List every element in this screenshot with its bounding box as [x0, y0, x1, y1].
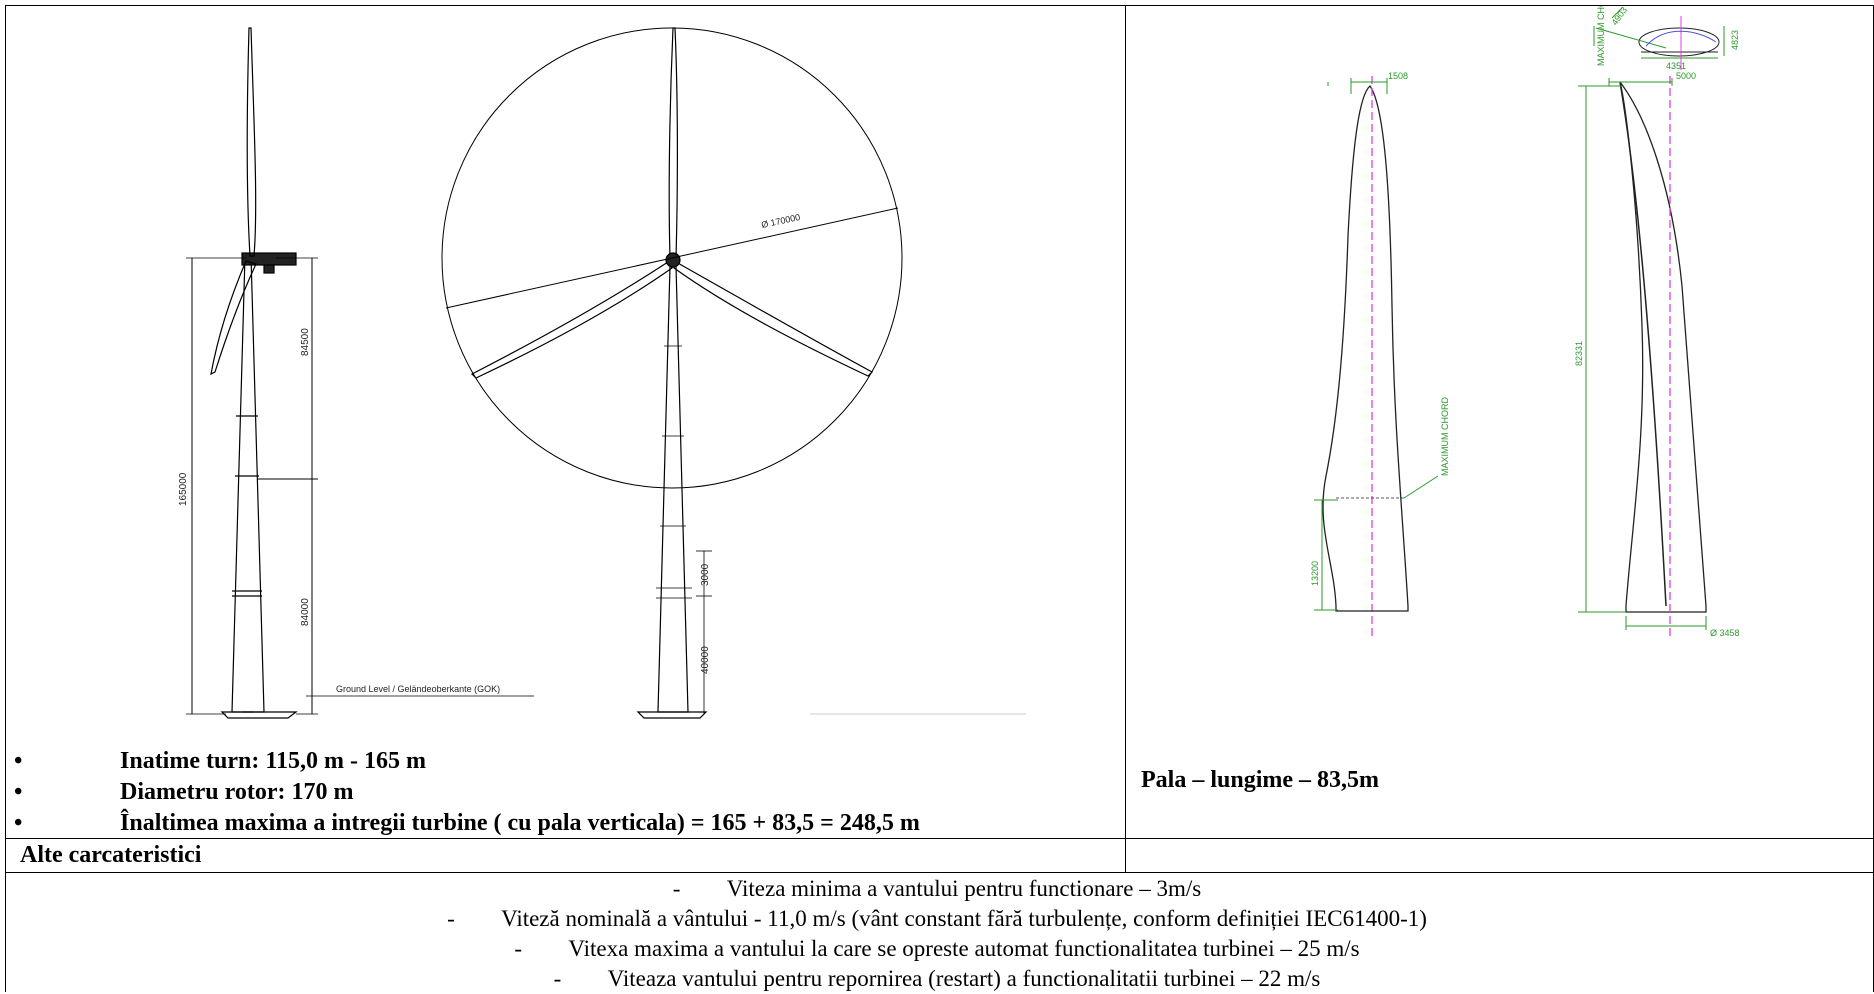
specs-list: - Viteza minima a vantului pentru functio…	[0, 874, 1874, 994]
dim-13200: 13200	[1310, 561, 1320, 586]
bullet-symbol: •	[14, 810, 23, 836]
profile-chord-label: MAXIMUM CHORD	[1596, 6, 1606, 66]
bullet-item: • Inatime turn: 115,0 m - 165 m	[14, 746, 920, 777]
dim-165000: 165000	[178, 472, 189, 506]
dim-84000: 84000	[300, 598, 311, 626]
turbine-bullets: • Inatime turn: 115,0 m - 165 m • Diametru…	[14, 746, 920, 839]
dim-3458: Ø 3458	[1710, 628, 1740, 638]
tower-drawing: 165000 84500 84000 Ground Level / Geländ…	[178, 27, 1026, 719]
dim-82331: 82331	[1574, 341, 1584, 366]
dash-symbol: -	[672, 876, 681, 901]
spec-min-wind: Viteza minima a vantului pentru function…	[726, 876, 1202, 901]
dash-symbol: -	[553, 966, 562, 991]
spec-item: - Viteza minima a vantului pentru functio…	[0, 874, 1874, 904]
spec-restart-wind: Viteaza vantului pentru repornirea (rest…	[607, 966, 1321, 991]
dim-3000: 3000	[700, 563, 711, 586]
blade-length-caption: Pala – lungime – 83,5m	[1141, 767, 1379, 793]
profile-dim-4823: 4823	[1730, 30, 1740, 50]
spec-item: - Vitexa maxima a vantului la care se opr…	[0, 934, 1874, 964]
alte-header: Alte carcateristici	[20, 842, 202, 868]
spec-max-wind: Vitexa maxima a vantului la care se opre…	[568, 936, 1360, 961]
profile-dim-4351: 4351	[1666, 61, 1686, 71]
spec-item: - Viteaza vantului pentru repornirea (res…	[0, 964, 1874, 994]
dim-1508: 1508	[1388, 71, 1408, 81]
bullet-text-tower-height: Inatime turn: 115,0 m - 165 m	[120, 748, 426, 774]
bullet-symbol: •	[14, 779, 23, 805]
dim-40000: 40000	[700, 646, 711, 674]
dash-symbol: -	[447, 906, 455, 931]
profile-angle: 4903	[1609, 6, 1629, 27]
blade-drawing: 1508 5000 82331 13200 Ø 3458 MAXIMUM CHO…	[1310, 6, 1740, 638]
alte-empty-cell	[1125, 838, 1874, 873]
spec-nominal-wind: Viteză nominală a vântului - 11,0 m/s (v…	[501, 906, 1427, 931]
spec-item: - Viteză nominală a vântului - 11,0 m/s (…	[0, 904, 1874, 934]
max-chord-label: MAXIMUM CHORD	[1440, 397, 1450, 476]
bullet-text-max-height: Înaltimea maxima a intregii turbine ( cu…	[120, 810, 920, 836]
bullet-item: • Diametru rotor: 170 m	[14, 777, 920, 808]
dash-symbol: -	[514, 936, 523, 961]
dim-rotor-diameter: Ø 170000	[760, 212, 801, 230]
dim-5000: 5000	[1676, 71, 1696, 81]
dim-84500: 84500	[300, 328, 311, 356]
bullet-item: • Înaltimea maxima a intregii turbine ( c…	[14, 808, 920, 839]
bullet-symbol: •	[14, 748, 23, 774]
ground-level-label: Ground Level / Geländeoberkante (GOK)	[336, 684, 500, 694]
bullet-text-rotor-diameter: Diametru rotor: 170 m	[120, 779, 354, 805]
